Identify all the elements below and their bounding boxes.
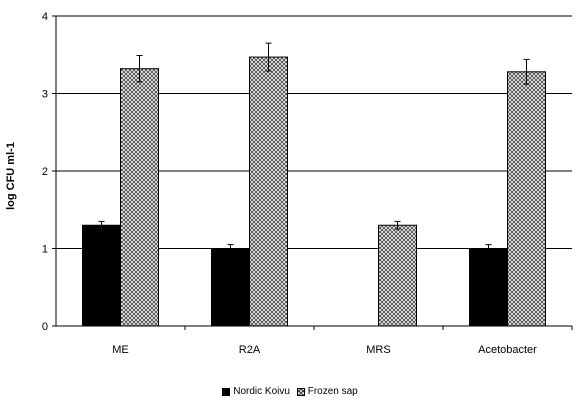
x-tick-label: Acetobacter: [478, 344, 537, 356]
bars: [82, 42, 546, 327]
legend-label-frozen-sap: Frozen sap: [307, 386, 358, 397]
legend-label-nordic-koivu: Nordic Koivu: [233, 386, 290, 397]
error-bar: [523, 58, 530, 85]
x-tick-label: R2A: [239, 344, 261, 356]
bar-nordic-koivu-acetobacter: [469, 248, 508, 327]
y-axis-title: log CFU ml-1: [5, 142, 17, 210]
legend-item-nordic-koivu: Nordic Koivu: [222, 386, 290, 397]
legend-item-frozen-sap: Frozen sap: [296, 386, 358, 397]
x-tick-label: MRS: [366, 344, 390, 356]
bar-frozen-sap-me: [120, 68, 159, 327]
error-bar: [227, 244, 234, 253]
y-tick-label: 0: [42, 321, 48, 333]
error-bar: [136, 55, 143, 83]
error-bar: [394, 220, 401, 230]
bar-nordic-koivu-r2a: [211, 248, 250, 327]
y-tick-label: 3: [42, 89, 48, 101]
legend: Nordic Koivu Frozen sap: [0, 386, 580, 399]
legend-swatch-nordic-koivu: [222, 387, 231, 396]
legend-swatch-frozen-sap: [296, 387, 305, 396]
error-bar: [98, 220, 105, 230]
y-tick-label: 2: [42, 166, 48, 178]
bar-nordic-koivu-me: [82, 224, 121, 327]
error-bar: [485, 244, 492, 253]
labels: 0 1 2 3 4 ME R2A MRS Acetobacter: [42, 11, 537, 356]
bar-frozen-sap-r2a: [249, 56, 288, 327]
error-bar: [265, 42, 272, 72]
bar-frozen-sap-mrs: [378, 224, 417, 327]
y-tick-label: 1: [42, 244, 48, 256]
x-tick-label: ME: [112, 344, 129, 356]
y-tick-label: 4: [42, 11, 48, 23]
bar-frozen-sap-acetobacter: [507, 71, 546, 327]
axes: [52, 15, 573, 330]
